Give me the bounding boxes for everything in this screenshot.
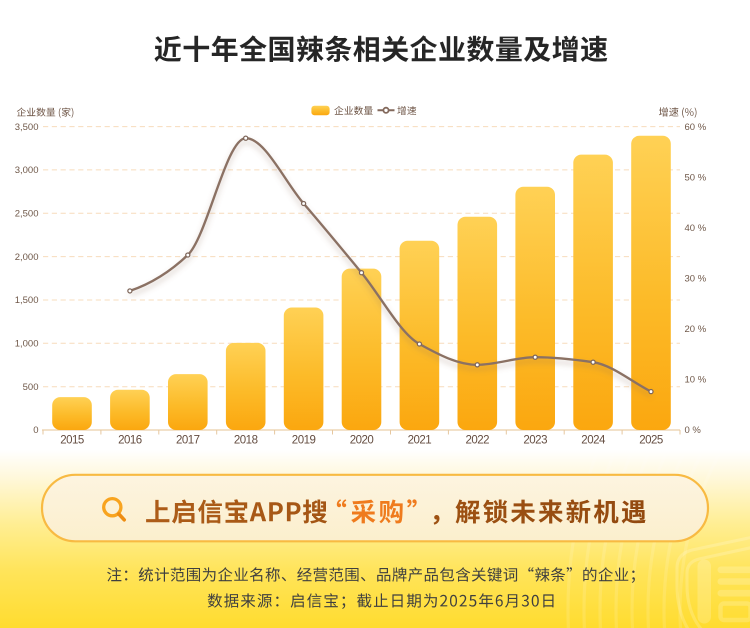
svg-text:2016: 2016 [118,434,142,446]
svg-text:2025: 2025 [639,434,663,446]
svg-text:2023: 2023 [523,434,547,446]
svg-text:2,000: 2,000 [15,252,39,263]
svg-text:1,000: 1,000 [15,339,39,350]
svg-text:2,500: 2,500 [15,209,39,220]
svg-text:50 %: 50 % [685,172,707,183]
svg-text:2018: 2018 [234,434,258,446]
svg-text:3,500: 3,500 [15,122,39,133]
svg-text:10 %: 10 % [685,375,707,386]
svg-text:2024: 2024 [581,434,606,446]
svg-text:500: 500 [23,382,39,393]
svg-text:60 %: 60 % [685,122,707,133]
svg-text:2022: 2022 [466,434,490,446]
svg-text:2021: 2021 [408,434,432,446]
svg-text:2019: 2019 [292,434,316,446]
svg-text:2017: 2017 [176,434,200,446]
svg-text:1,500: 1,500 [15,295,39,306]
svg-text:20 %: 20 % [685,324,707,335]
svg-text:40 %: 40 % [685,223,707,234]
svg-text:0 %: 0 % [685,425,702,436]
svg-text:30 %: 30 % [685,274,707,285]
svg-text:0: 0 [33,425,38,436]
svg-text:2015: 2015 [60,434,84,446]
svg-text:2020: 2020 [350,434,374,446]
svg-text:3,000: 3,000 [15,165,39,176]
